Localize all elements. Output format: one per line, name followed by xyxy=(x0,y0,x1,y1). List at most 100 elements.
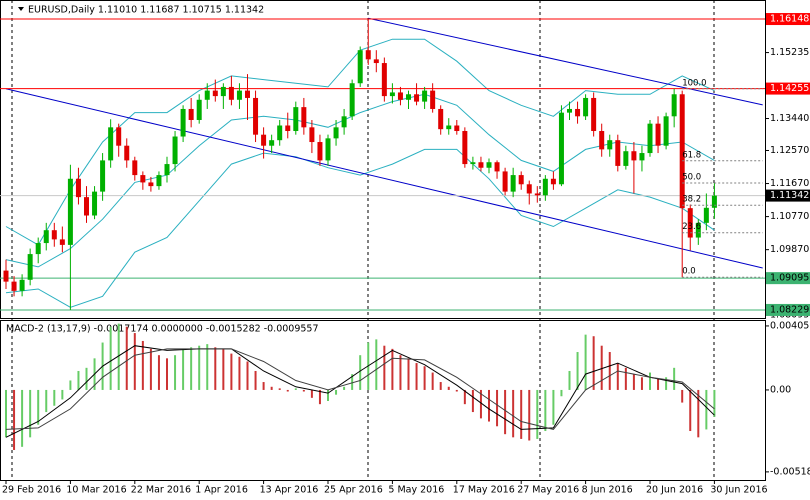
candle-body xyxy=(333,127,339,139)
candle-body xyxy=(293,107,299,132)
x-tick-label: 1 Apr 2016 xyxy=(195,485,248,496)
candle-body xyxy=(261,134,267,146)
macd-y-tick-label: 0.00 xyxy=(770,384,791,395)
candle-body xyxy=(550,178,556,185)
candle-body xyxy=(591,97,597,132)
candle-body xyxy=(84,197,89,216)
x-tick-label: 27 May 2016 xyxy=(517,485,579,496)
candle-body xyxy=(349,83,355,117)
candle-body xyxy=(27,254,33,280)
candle-body xyxy=(325,138,331,161)
candle-body xyxy=(309,127,315,143)
candle-body xyxy=(228,86,234,100)
macd-panel xyxy=(0,320,766,481)
band-middle xyxy=(5,93,715,268)
candle-body xyxy=(687,208,693,238)
candle-body xyxy=(422,90,428,102)
fibo-label: 23.6 xyxy=(682,222,701,232)
candle-body xyxy=(494,162,500,172)
candle-body xyxy=(156,175,162,187)
candle-body xyxy=(67,178,73,245)
candle-body xyxy=(695,222,701,238)
candle-body xyxy=(253,97,259,135)
x-tick-label: 13 Apr 2016 xyxy=(260,485,319,496)
candle-body xyxy=(414,94,420,102)
candle-body xyxy=(140,175,146,183)
macd-y-tick-label: -0.005186 xyxy=(770,466,810,477)
candle-body xyxy=(75,178,81,198)
candle-body xyxy=(204,90,210,100)
price-box-label: 1.11342 xyxy=(770,190,809,201)
price-box-label: 1.08229 xyxy=(770,304,809,315)
candle-body xyxy=(341,116,347,128)
candle-body xyxy=(180,108,186,137)
candle-body xyxy=(470,162,476,165)
price-box xyxy=(766,13,810,26)
macd-line xyxy=(5,345,715,438)
candle-body xyxy=(301,107,307,128)
candle-body xyxy=(510,175,516,192)
trendline xyxy=(5,88,763,269)
period-separators xyxy=(11,0,715,480)
x-tick-label: 17 May 2016 xyxy=(453,485,515,496)
candle-body xyxy=(51,230,57,240)
y-tick-label: 1.10770 xyxy=(770,211,809,222)
candle-body xyxy=(663,116,669,146)
fibo-label: 38.2 xyxy=(682,195,701,205)
candle-body xyxy=(599,131,605,150)
candle-body xyxy=(647,123,653,154)
candle-body xyxy=(59,239,65,245)
y-tick-label: 1.12570 xyxy=(770,145,809,156)
candle-body xyxy=(164,164,170,176)
candle-body xyxy=(365,50,371,60)
price-box-label: 1.09095 xyxy=(770,273,809,284)
candle-body xyxy=(631,151,637,161)
candle-body xyxy=(655,123,661,146)
candle-body xyxy=(220,86,226,97)
candle-body xyxy=(462,131,468,165)
candle-body xyxy=(124,145,130,161)
price-box xyxy=(766,82,810,95)
candle-body xyxy=(148,182,154,187)
chart-title: EURUSD,Daily 1.11010 1.11687 1.10715 1.1… xyxy=(28,5,264,16)
candle-body xyxy=(703,207,709,223)
candle-body xyxy=(438,108,444,130)
x-tick-label: 30 Jun 2016 xyxy=(710,485,767,496)
candle-body xyxy=(389,92,395,97)
macd-line xyxy=(5,348,715,430)
candle-body xyxy=(116,127,122,146)
fibo-label: 0.0 xyxy=(682,267,696,277)
price-box-label: 1.14255 xyxy=(770,83,809,94)
x-tick-label: 29 Feb 2016 xyxy=(2,485,61,496)
candle-body xyxy=(478,162,484,168)
candle-body xyxy=(92,191,98,216)
candle-body xyxy=(100,160,106,192)
candle-body xyxy=(575,108,581,117)
price-box xyxy=(766,189,810,202)
candle-body xyxy=(583,97,589,117)
price-box xyxy=(766,272,810,285)
candle-body xyxy=(188,108,194,120)
fibo-label: 100.0 xyxy=(682,78,706,88)
candle-body xyxy=(3,270,9,282)
candle-body xyxy=(108,127,114,161)
candle-body xyxy=(542,178,548,196)
candle-body xyxy=(502,171,508,192)
trendline xyxy=(368,17,763,106)
main-panel xyxy=(0,0,766,319)
x-tick-label: 25 Apr 2016 xyxy=(324,485,383,496)
candle-body xyxy=(11,281,17,291)
candle-body xyxy=(172,136,178,165)
candle-body xyxy=(212,90,218,97)
candle-body xyxy=(196,99,202,120)
fibo-label: 61.8 xyxy=(682,150,701,160)
candle-body xyxy=(381,63,387,97)
candle-body xyxy=(35,243,41,255)
x-tick-label: 20 Jun 2016 xyxy=(646,485,703,496)
candle-body xyxy=(534,193,540,196)
x-tick-label: 8 Jun 2016 xyxy=(582,485,633,496)
candle-body xyxy=(397,92,403,100)
candle-body xyxy=(679,94,685,209)
candle-body xyxy=(277,125,283,141)
